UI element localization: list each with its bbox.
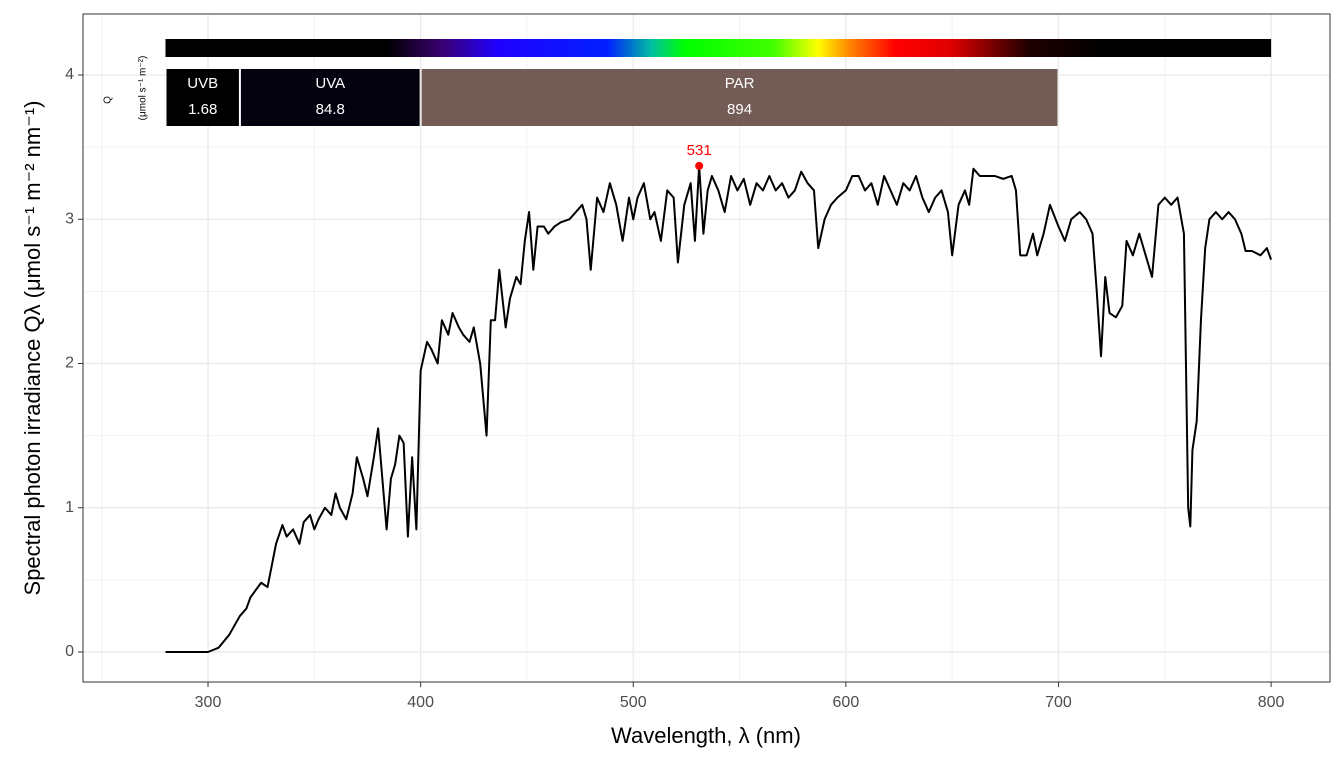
band-value: 1.68 [188, 101, 217, 118]
band-value: 894 [727, 101, 752, 118]
peak-point [695, 161, 704, 170]
y-tick-label: 1 [65, 499, 74, 516]
y-tick-label: 3 [65, 210, 74, 227]
y-tick-label: 0 [65, 643, 74, 660]
band-title: Q [103, 96, 114, 104]
band-name: PAR [725, 75, 755, 92]
band-units: (μmol s⁻¹ m⁻²) [138, 56, 149, 121]
x-tick-label: 400 [407, 694, 434, 711]
x-tick-label: 600 [833, 694, 860, 711]
band-name: UVB [187, 75, 218, 92]
y-tick-label: 4 [65, 66, 74, 83]
band-name: UVA [315, 75, 345, 92]
x-tick-label: 700 [1045, 694, 1072, 711]
x-axis-title: Wavelength, λ (nm) [611, 723, 801, 748]
spectrum-line [165, 164, 1273, 653]
band-box [166, 69, 239, 126]
x-tick-label: 800 [1258, 694, 1285, 711]
x-tick-label: 500 [620, 694, 647, 711]
spectrum-bar [165, 39, 1272, 57]
band-box [240, 69, 420, 126]
panel-border [82, 13, 1331, 683]
x-tick-label: 300 [195, 694, 222, 711]
band-box [421, 69, 1058, 126]
peak-label: 531 [687, 142, 712, 159]
y-tick-label: 2 [65, 355, 74, 372]
band-value: 84.8 [316, 101, 345, 118]
y-axis-title: Spectral photon irradiance Qλ (μmol s⁻¹ … [20, 101, 45, 596]
